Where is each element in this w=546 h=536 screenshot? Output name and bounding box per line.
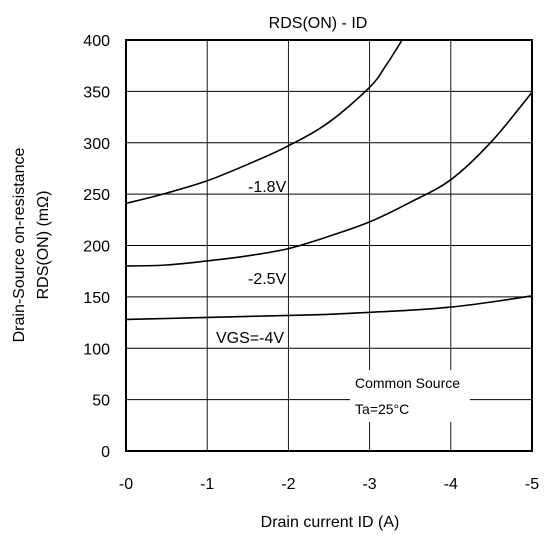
plot-frame: [125, 39, 533, 452]
annotation-common-source: Common Source: [355, 375, 460, 391]
x-tick-labels: -0 -1 -2 -3 -4 -5: [119, 476, 539, 493]
x-axis-label: Drain current ID (A): [261, 514, 400, 531]
y-tick-label: 250: [83, 187, 110, 204]
y-tick-label: 100: [83, 341, 110, 358]
annotation-temperature: Ta=25°C: [355, 401, 409, 417]
x-tick-label: -2: [281, 476, 295, 493]
curves: [125, 39, 533, 321]
x-tick-label: -4: [444, 476, 458, 493]
y-tick-label: 300: [83, 136, 110, 153]
x-tick-label: -0: [119, 476, 133, 493]
chart-title: RDS(ON) - ID: [269, 15, 368, 32]
y-tick-labels: 0 50 100 150 200 250 300 350 400: [83, 33, 110, 461]
series-label-1p8v: -1.8V: [248, 179, 287, 196]
series-label-vgs-4v: VGS=-4V: [216, 330, 284, 347]
y-tick-label: 350: [83, 84, 110, 101]
y-tick-label: 50: [92, 393, 110, 410]
y-axis-label-line-2: RDS(ON) (mΩ): [35, 191, 52, 300]
x-tick-label: -3: [362, 476, 376, 493]
y-tick-label: 200: [83, 239, 110, 256]
y-axis-label-line-1: Drain-Source on-resistance: [11, 148, 28, 343]
curve-2-5v: [125, 91, 533, 267]
annotation-box: [350, 370, 470, 422]
y-tick-label: 400: [83, 33, 110, 50]
y-tick-label: 0: [101, 444, 110, 461]
series-label-2p5v: -2.5V: [248, 271, 287, 288]
grid-lines: [125, 39, 533, 452]
x-tick-label: -1: [200, 476, 214, 493]
y-tick-label: 150: [83, 290, 110, 307]
curve-vgs-4v: [125, 295, 533, 321]
x-tick-label: -5: [525, 476, 539, 493]
curve-1-8v: [125, 39, 403, 205]
